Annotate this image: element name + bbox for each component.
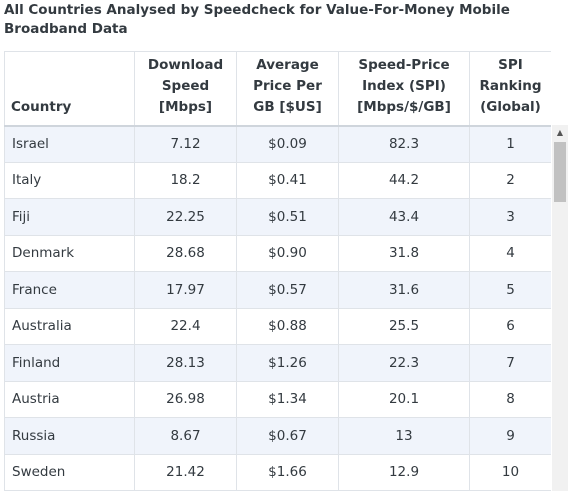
column-header-spi-ranking: SPI Ranking (Global) — [469, 51, 551, 127]
cell-price-per-gb: $1.34 — [236, 380, 339, 418]
table-row: Austria 26.98 $1.34 20.1 8 — [4, 380, 551, 418]
table-header-row: Country Download Speed [Mbps] Average Pr… — [4, 51, 551, 127]
cell-download-speed: 18.2 — [134, 161, 237, 199]
table-row: Finland 28.13 $1.26 22.3 7 — [4, 344, 551, 382]
cell-country: France — [4, 271, 135, 309]
column-header-spi: Speed-Price Index (SPI) [Mbps/$/GB] — [338, 51, 470, 127]
cell-price-per-gb: $0.88 — [236, 307, 339, 345]
scroll-up-icon[interactable]: ▲ — [556, 127, 564, 137]
cell-download-speed: 26.98 — [134, 380, 237, 418]
table-row: Italy 18.2 $0.41 44.2 2 — [4, 161, 551, 199]
cell-price-per-gb: $0.90 — [236, 234, 339, 272]
column-header-download-speed: Download Speed [Mbps] — [134, 51, 237, 127]
cell-spi: 31.6 — [338, 271, 470, 309]
table-row: Russia 8.67 $0.67 13 9 — [4, 417, 551, 455]
cell-country: Fiji — [4, 198, 135, 236]
cell-price-per-gb: $0.41 — [236, 161, 339, 199]
cell-spi-ranking: 8 — [469, 380, 551, 418]
cell-download-speed: 7.12 — [134, 125, 237, 163]
cell-spi-ranking: 9 — [469, 417, 551, 455]
cell-spi: 31.8 — [338, 234, 470, 272]
cell-price-per-gb: $1.26 — [236, 344, 339, 382]
cell-download-speed: 21.42 — [134, 453, 237, 491]
cell-spi-ranking: 1 — [469, 125, 551, 163]
cell-spi: 43.4 — [338, 198, 470, 236]
scrollbar-thumb[interactable] — [554, 142, 566, 202]
table-row: Israel 7.12 $0.09 82.3 1 — [4, 125, 551, 163]
cell-country: Italy — [4, 161, 135, 199]
cell-download-speed: 28.13 — [134, 344, 237, 382]
table-row: Denmark 28.68 $0.90 31.8 4 — [4, 234, 551, 272]
cell-spi-ranking: 6 — [469, 307, 551, 345]
table-row: France 17.97 $0.57 31.6 5 — [4, 271, 551, 309]
cell-download-speed: 17.97 — [134, 271, 237, 309]
cell-download-speed: 28.68 — [134, 234, 237, 272]
cell-spi: 12.9 — [338, 453, 470, 491]
table-row: Sweden 21.42 $1.66 12.9 10 — [4, 453, 551, 491]
cell-spi-ranking: 7 — [469, 344, 551, 382]
cell-download-speed: 8.67 — [134, 417, 237, 455]
cell-spi: 22.3 — [338, 344, 470, 382]
cell-spi: 20.1 — [338, 380, 470, 418]
cell-price-per-gb: $0.51 — [236, 198, 339, 236]
page-title: All Countries Analysed by Speedcheck for… — [4, 2, 510, 37]
cell-spi: 13 — [338, 417, 470, 455]
cell-country: Australia — [4, 307, 135, 345]
vertical-scrollbar[interactable]: ▲ — [552, 125, 568, 491]
cell-country: Finland — [4, 344, 135, 382]
cell-country: Russia — [4, 417, 135, 455]
cell-spi-ranking: 5 — [469, 271, 551, 309]
cell-download-speed: 22.4 — [134, 307, 237, 345]
countries-table: Country Download Speed [Mbps] Average Pr… — [4, 51, 551, 491]
cell-price-per-gb: $0.67 — [236, 417, 339, 455]
cell-spi-ranking: 3 — [469, 198, 551, 236]
cell-spi-ranking: 4 — [469, 234, 551, 272]
table-container[interactable]: Country Download Speed [Mbps] Average Pr… — [4, 51, 551, 491]
table-row: Australia 22.4 $0.88 25.5 6 — [4, 307, 551, 345]
cell-spi: 25.5 — [338, 307, 470, 345]
cell-country: Israel — [4, 125, 135, 163]
cell-country: Denmark — [4, 234, 135, 272]
cell-spi: 44.2 — [338, 161, 470, 199]
cell-country: Sweden — [4, 453, 135, 491]
cell-price-per-gb: $0.09 — [236, 125, 339, 163]
column-header-country: Country — [4, 51, 135, 127]
cell-download-speed: 22.25 — [134, 198, 237, 236]
table-row: Fiji 22.25 $0.51 43.4 3 — [4, 198, 551, 236]
cell-country: Austria — [4, 380, 135, 418]
cell-spi-ranking: 2 — [469, 161, 551, 199]
column-header-price-per-gb: Average Price Per GB [$US] — [236, 51, 339, 127]
cell-spi: 82.3 — [338, 125, 470, 163]
cell-spi-ranking: 10 — [469, 453, 551, 491]
cell-price-per-gb: $1.66 — [236, 453, 339, 491]
cell-price-per-gb: $0.57 — [236, 271, 339, 309]
